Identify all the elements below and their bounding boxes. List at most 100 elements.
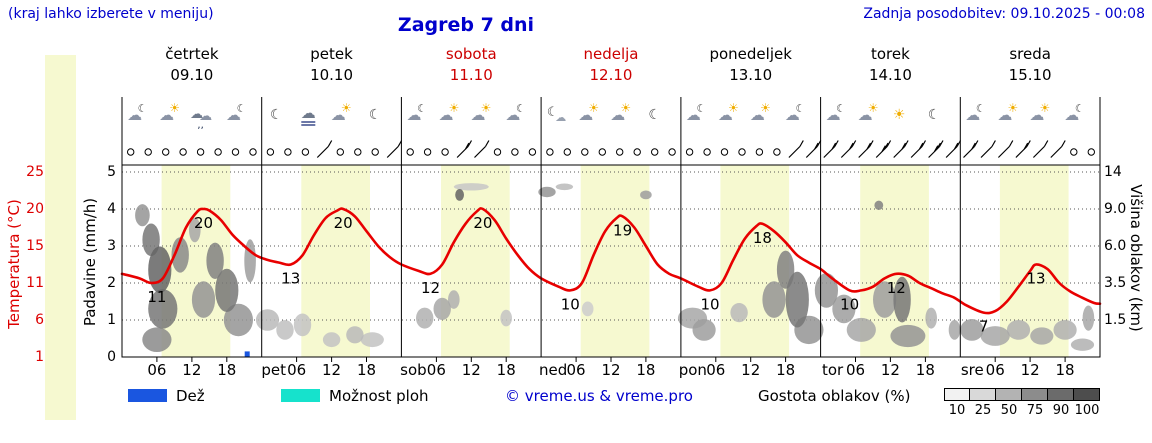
svg-text:☀: ☀: [1008, 101, 1019, 115]
showers-label: Možnost ploh: [329, 387, 429, 405]
page-title: Zagreb 7 dni: [397, 14, 535, 36]
svg-text:☀: ☀: [893, 107, 906, 123]
density-tick: 100: [1074, 403, 1100, 418]
svg-text:☁: ☁: [301, 104, 316, 122]
svg-text:☁: ☁: [190, 107, 203, 122]
svg-text:12: 12: [421, 279, 440, 297]
precip-tick: 0: [107, 349, 116, 365]
svg-text:☾: ☾: [270, 107, 283, 123]
day-date: 10.10: [310, 66, 354, 84]
day-date: 11.10: [449, 66, 493, 84]
svg-text:☁: ☁: [1064, 106, 1079, 124]
precip-tick: 5: [107, 164, 116, 180]
day-header: nedelja 12.10: [541, 44, 681, 86]
svg-text:☀: ☀: [169, 101, 180, 115]
svg-text:10: 10: [700, 295, 719, 313]
svg-text:11: 11: [147, 288, 166, 306]
svg-text:☁: ☁: [127, 106, 142, 124]
svg-text:☾: ☾: [138, 102, 148, 115]
hour-label: 12: [182, 361, 202, 379]
svg-text:☁: ☁: [718, 106, 733, 124]
day-abbrev-label: pon: [678, 361, 707, 379]
svg-text:20: 20: [334, 214, 353, 232]
svg-text:19: 19: [613, 221, 632, 239]
svg-text:☀: ☀: [868, 101, 879, 115]
density-tick: 75: [1026, 403, 1044, 418]
day-date: 12.10: [589, 66, 633, 84]
hour-label: 06: [147, 361, 167, 379]
svg-text:☁: ☁: [331, 106, 346, 124]
temperature-tick: 20: [26, 201, 44, 217]
density-swatch: [944, 388, 970, 401]
svg-text:☾: ☾: [417, 102, 427, 115]
svg-text:☀: ☀: [588, 101, 599, 115]
svg-text:☀: ☀: [481, 101, 492, 115]
temperature-tick: 6: [35, 312, 44, 328]
hour-label: 06: [287, 361, 307, 379]
hour-label: 12: [322, 361, 342, 379]
day-header: petek 10.10: [262, 44, 402, 86]
hour-label: 06: [845, 361, 866, 379]
svg-text:☾: ☾: [1075, 102, 1085, 115]
showers-swatch: [281, 389, 320, 402]
temperature-tick: 15: [26, 238, 44, 254]
hour-label: 12: [741, 361, 761, 379]
cloud-height-tick: 6.0: [1104, 238, 1127, 254]
hour-label: 18: [636, 361, 656, 379]
day-header: četrtek 09.10: [122, 44, 262, 86]
day-abbrev-label: tor: [821, 361, 844, 379]
day-abbrev-label: sre: [960, 361, 984, 379]
cloud-height-tick: 9.0: [1104, 201, 1127, 217]
svg-text:☀: ☀: [760, 101, 771, 115]
hour-label: 18: [496, 361, 516, 379]
density-tick: 25: [974, 403, 992, 418]
day-date: 14.10: [868, 66, 912, 84]
svg-text:18: 18: [753, 229, 772, 247]
cloud-density-scale: [944, 388, 1100, 401]
svg-text:20: 20: [194, 214, 213, 232]
svg-text:☁: ☁: [1029, 106, 1044, 124]
hour-label: 18: [356, 361, 377, 379]
svg-text:☁: ☁: [471, 106, 486, 124]
density-swatch: [1048, 388, 1074, 401]
cloud-height-tick: 14: [1104, 164, 1122, 180]
day-name: ponedeljek: [709, 45, 792, 63]
svg-text:☾: ☾: [836, 102, 846, 115]
day-header: ponedeljek 13.10: [681, 44, 821, 86]
svg-text:☁: ☁: [750, 106, 765, 124]
day-header: sreda 15.10: [960, 44, 1100, 86]
svg-text:10: 10: [840, 295, 859, 313]
hour-label: 18: [1055, 361, 1075, 379]
day-name: petek: [310, 45, 353, 63]
hour-label: 12: [880, 361, 900, 379]
menu-hint: (kraj lahko izberete v meniju): [8, 6, 214, 22]
day-abbrev-label: sob: [400, 361, 427, 379]
precip-tick: 1: [107, 312, 116, 328]
day-name: torek: [871, 45, 910, 63]
precip-tick: 3: [107, 238, 116, 254]
cloud-height-tick: 1.5: [1104, 312, 1127, 328]
day-header: sobota 11.10: [401, 44, 541, 86]
day-name: sobota: [445, 45, 497, 63]
day-date: 09.10: [170, 66, 214, 84]
rain-label: Dež: [176, 387, 205, 405]
density-swatch: [1022, 388, 1048, 401]
svg-text:☾: ☾: [928, 107, 941, 123]
svg-text:☾: ☾: [696, 102, 706, 115]
svg-text:☾: ☾: [237, 102, 247, 115]
svg-text:7: 7: [979, 318, 989, 336]
svg-text:,,: ,,: [197, 120, 203, 131]
svg-text:☁: ☁: [578, 106, 593, 124]
day-date: 15.10: [1008, 66, 1052, 84]
hour-label: 12: [601, 361, 621, 379]
svg-text:☀: ☀: [341, 101, 352, 115]
svg-text:☀: ☀: [449, 101, 460, 115]
credit-link[interactable]: © vreme.us & vreme.pro: [505, 387, 693, 405]
svg-text:☁: ☁: [199, 109, 212, 124]
svg-text:☁: ☁: [555, 111, 566, 124]
svg-text:☁: ☁: [439, 106, 454, 124]
svg-text:☁: ☁: [505, 106, 520, 124]
day-header: torek 14.10: [821, 44, 961, 86]
density-tick: 90: [1052, 403, 1070, 418]
